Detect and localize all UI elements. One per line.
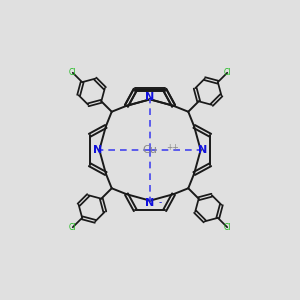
Text: Cl: Cl xyxy=(224,223,231,232)
Text: Cl: Cl xyxy=(224,68,231,77)
Text: -: - xyxy=(159,198,162,207)
Text: N: N xyxy=(93,145,102,155)
Text: N: N xyxy=(198,145,207,155)
Text: Cu: Cu xyxy=(142,145,158,155)
Text: N: N xyxy=(146,92,154,102)
Text: N: N xyxy=(146,198,154,208)
Text: ++: ++ xyxy=(166,142,179,152)
Text: Cl: Cl xyxy=(69,68,76,77)
Text: Cl: Cl xyxy=(69,223,76,232)
